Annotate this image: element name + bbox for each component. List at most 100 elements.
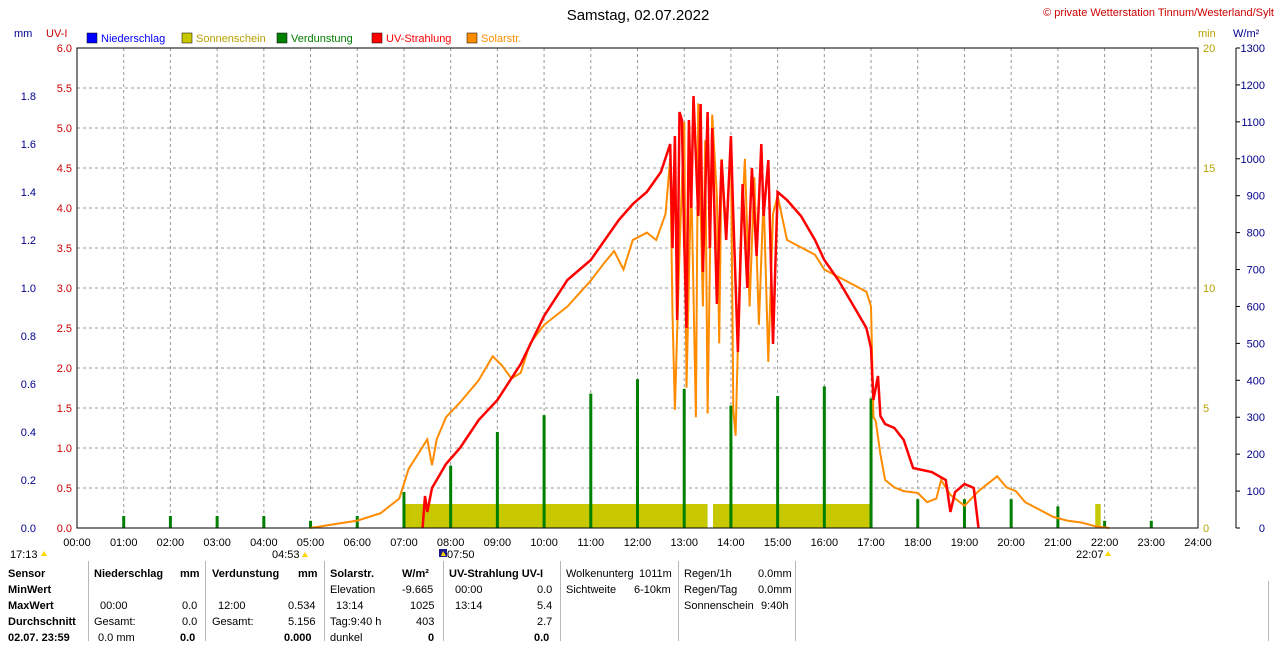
mm-tick-label: 0.8 xyxy=(21,331,36,343)
wm2-tick-label: 100 xyxy=(1247,486,1265,498)
x-tick-label: 16:00 xyxy=(811,537,839,549)
mm-axis-label: mm xyxy=(14,28,32,40)
sunshine-bars xyxy=(403,504,1101,528)
uv-series-line xyxy=(421,95,980,529)
evaporation-spike xyxy=(636,379,639,528)
x-tick-label: 20:00 xyxy=(997,537,1025,549)
evaporation-spike xyxy=(869,398,873,528)
x-tick-label: 21:00 xyxy=(1044,537,1072,549)
mm-tick-label: 0.6 xyxy=(21,379,36,391)
x-tick-label: 05:00 xyxy=(297,537,325,549)
niederschlag-header: Niederschlag xyxy=(94,568,164,580)
sunshine-bar xyxy=(414,504,708,528)
mm-tick-label: 1.8 xyxy=(21,91,36,103)
sunset-icon xyxy=(1105,551,1111,556)
col-divider xyxy=(678,561,679,641)
evaporation-spike xyxy=(168,516,172,528)
evaporation-spike xyxy=(449,465,453,528)
mm-tick-label: 1.4 xyxy=(21,187,36,199)
legend: Niederschlag Sonnenschein Verdunstung UV… xyxy=(86,32,521,45)
x-tick-label: 10:00 xyxy=(530,537,558,549)
mm-tick-label: 0.0 xyxy=(21,523,36,535)
wm2-axis-label: W/m² xyxy=(1233,28,1260,40)
verdunstung-header: Verdunstung xyxy=(212,568,280,580)
uv-tick-label: 3.5 xyxy=(57,243,72,255)
evaporation-spike xyxy=(1009,499,1013,528)
uv-tick-label: 2.5 xyxy=(57,323,72,335)
solar-elevation-val: -9.665 xyxy=(402,584,434,596)
uv-start-time: 07:50 xyxy=(447,549,475,561)
solar-header: Solarstr. xyxy=(330,568,375,580)
solar-elevation-label: Elevation xyxy=(330,584,376,596)
evaporation-spike xyxy=(962,499,966,528)
niederschlag-gesamt-val: 0.0 xyxy=(182,616,198,628)
x-tick-label: 04:00 xyxy=(250,537,278,549)
evaporation-spike xyxy=(589,393,593,528)
legend-swatch-solar xyxy=(466,32,478,44)
wm2-tick-label: 1100 xyxy=(1241,117,1265,129)
legend-label-precipitation: Niederschlag xyxy=(101,33,165,45)
evaporation-spike xyxy=(729,405,733,528)
uv-tick-label: 1.0 xyxy=(57,443,72,455)
evaporation-spike xyxy=(776,396,780,528)
scrollbar-track[interactable] xyxy=(1268,581,1269,641)
verdunstung-gesamt-label: Gesamt: xyxy=(212,616,254,628)
x-tick-label: 00:00 xyxy=(63,537,91,549)
uv-tick-label: 0.5 xyxy=(57,483,72,495)
evaporation-spike xyxy=(542,415,546,528)
solar-tag-val: 403 xyxy=(416,616,435,628)
x-tick-label: 12:00 xyxy=(624,537,652,549)
evaporation-spike xyxy=(262,516,266,528)
niederschlag-max-val: 0.0 xyxy=(182,600,198,612)
evaporation-spike xyxy=(402,492,406,528)
uv-tick-label: 4.0 xyxy=(57,203,72,215)
legend-swatch-evaporation xyxy=(276,32,288,44)
x-tick-label: 09:00 xyxy=(484,537,512,549)
col-divider xyxy=(443,561,444,641)
axis-ticks: 00:00 01:00 02:00 03:00 04:00 05:00 06:00 07:00… xyxy=(21,43,1265,549)
x-tick-label: 06:00 xyxy=(343,537,371,549)
x-tick-label: 19:00 xyxy=(951,537,979,549)
legend-label-uv: UV-Strahlung xyxy=(386,33,451,45)
niederschlag-date-val: 0.0 xyxy=(180,632,196,644)
evaporation-spike xyxy=(916,499,920,528)
evaporation-spike xyxy=(215,516,219,528)
regen-val-3: 9:40h xyxy=(761,600,789,612)
legend-swatch-precipitation xyxy=(86,32,98,44)
x-tick-label: 07:00 xyxy=(390,537,418,549)
verdunstung-unit: mm xyxy=(298,568,318,580)
evaporation-spike xyxy=(122,516,126,528)
solar-tag-label: Tag:9:40 h xyxy=(330,616,382,628)
mm-tick-label: 0.2 xyxy=(21,475,36,487)
wm2-tick-label: 1300 xyxy=(1241,43,1265,55)
row-label-max: MaxWert xyxy=(8,600,54,612)
sunshine-bar xyxy=(713,504,872,528)
evaporation-spike xyxy=(355,516,359,528)
col-divider xyxy=(324,561,325,641)
row-label-sensor: Sensor xyxy=(8,568,46,580)
evaporation-spike xyxy=(1103,520,1107,528)
sun-icon-left xyxy=(41,551,47,556)
x-tick-label: 24:00 xyxy=(1184,537,1212,549)
verdunstung-gesamt-val: 5.156 xyxy=(288,616,316,628)
x-tick-label: 08:00 xyxy=(437,537,465,549)
uv-axis-label: UV-I xyxy=(46,28,67,40)
evaporation-spike xyxy=(495,432,499,528)
wolken-val-2: 6-10km xyxy=(634,584,671,596)
row-label-min: MinWert xyxy=(8,584,52,596)
wm2-tick-label: 900 xyxy=(1247,191,1265,203)
col-divider xyxy=(560,561,561,641)
niederschlag-max-time: 00:00 xyxy=(100,600,128,612)
regen-label-1: Regen/1h xyxy=(684,568,732,580)
wm2-tick-label: 500 xyxy=(1247,338,1265,350)
uv-min-val: 0.0 xyxy=(537,584,553,596)
wm2-tick-label: 200 xyxy=(1247,449,1265,461)
regen-label-2: Regen/Tag xyxy=(684,584,738,596)
x-tick-label: 17:00 xyxy=(857,537,885,549)
sunshine-bar xyxy=(403,504,415,528)
uv-max-val: 5.4 xyxy=(537,600,553,612)
legend-swatch-uv xyxy=(371,32,383,44)
min-tick-label: 20 xyxy=(1203,43,1215,55)
wolken-label-2: Sichtweite xyxy=(566,584,617,596)
